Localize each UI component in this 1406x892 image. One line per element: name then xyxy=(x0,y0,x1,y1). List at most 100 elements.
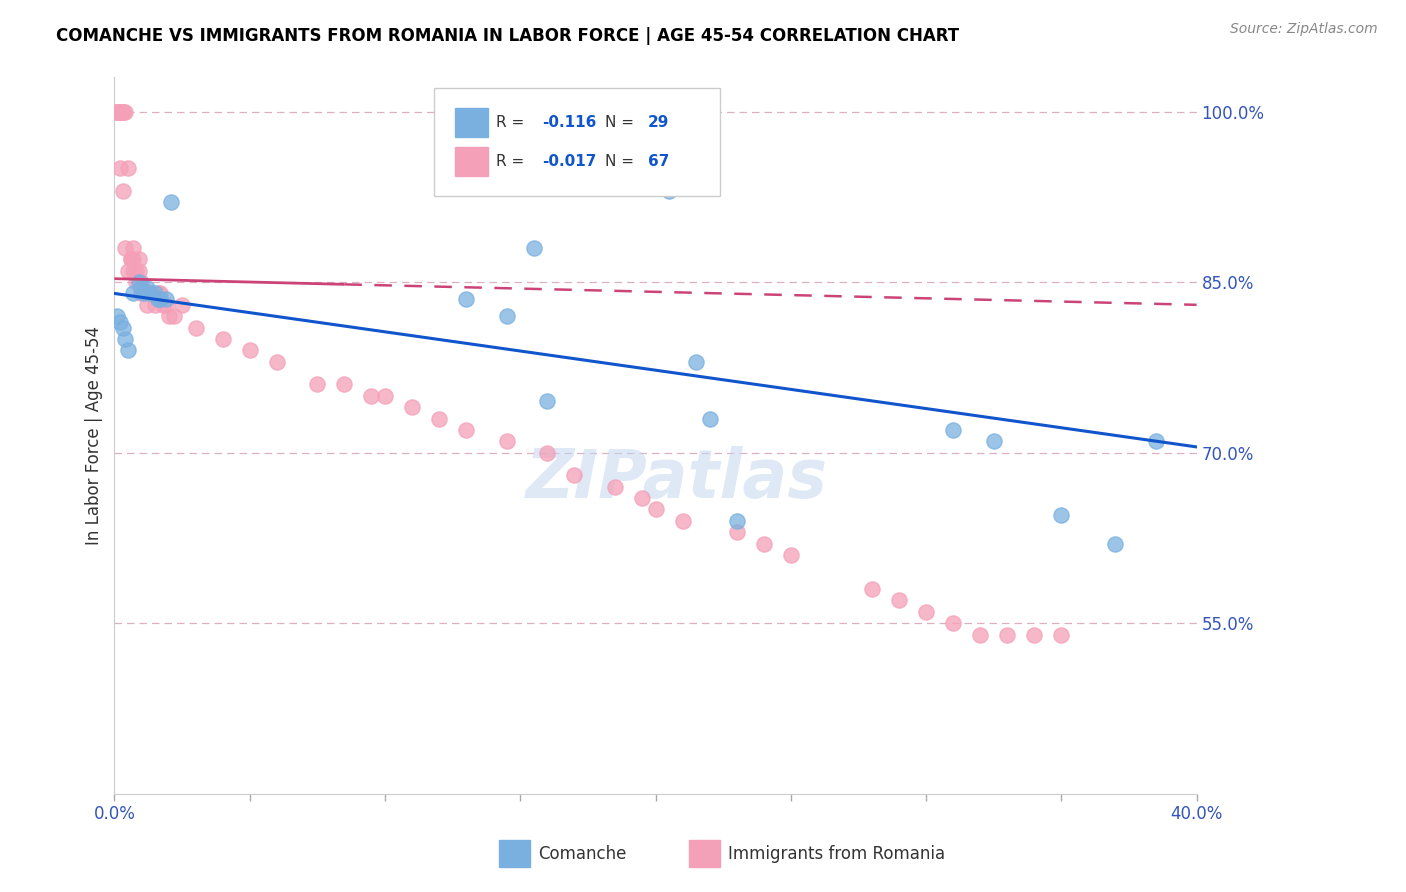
Point xyxy=(114,104,136,119)
Point xyxy=(333,377,356,392)
Point xyxy=(131,286,153,301)
Point xyxy=(779,548,801,562)
Point xyxy=(160,195,183,210)
Point xyxy=(658,184,681,198)
Point xyxy=(111,104,134,119)
Point xyxy=(105,104,128,119)
Point xyxy=(644,502,666,516)
Text: Immigrants from Romania: Immigrants from Romania xyxy=(728,845,945,863)
Point xyxy=(105,309,128,323)
Point xyxy=(111,104,134,119)
Point xyxy=(495,434,517,449)
Point xyxy=(887,593,910,607)
Point xyxy=(146,292,169,306)
Point xyxy=(105,104,128,119)
Point xyxy=(108,104,131,119)
Point xyxy=(983,434,1005,449)
Point xyxy=(122,286,145,301)
Point xyxy=(108,104,131,119)
Point xyxy=(495,309,517,323)
Point xyxy=(125,263,148,277)
Point xyxy=(1104,536,1126,550)
Point xyxy=(942,423,965,437)
Text: -0.017: -0.017 xyxy=(541,153,596,169)
Point xyxy=(562,468,585,483)
Point xyxy=(239,343,262,358)
Point xyxy=(752,536,775,550)
Text: -0.116: -0.116 xyxy=(541,115,596,130)
Point xyxy=(111,320,134,334)
Point xyxy=(135,298,157,312)
Point xyxy=(163,309,186,323)
Point xyxy=(134,286,156,301)
Point xyxy=(374,389,396,403)
Point xyxy=(969,627,991,641)
Point xyxy=(536,445,558,459)
Point xyxy=(138,286,160,301)
Point xyxy=(128,263,150,277)
FancyBboxPatch shape xyxy=(433,88,720,195)
Point xyxy=(456,292,478,306)
Point xyxy=(111,184,134,198)
Y-axis label: In Labor Force | Age 45-54: In Labor Force | Age 45-54 xyxy=(86,326,103,545)
Point xyxy=(915,605,938,619)
Point xyxy=(1050,508,1073,523)
Point xyxy=(184,320,207,334)
Text: Source: ZipAtlas.com: Source: ZipAtlas.com xyxy=(1230,22,1378,37)
Point xyxy=(603,480,626,494)
Point xyxy=(117,343,139,358)
Point xyxy=(120,252,142,267)
Point xyxy=(307,377,329,392)
Point xyxy=(108,104,131,119)
FancyBboxPatch shape xyxy=(456,108,488,136)
Point xyxy=(134,286,156,301)
Point xyxy=(427,411,450,425)
Text: R =: R = xyxy=(496,115,530,130)
Point xyxy=(671,514,693,528)
Point xyxy=(170,298,193,312)
Point xyxy=(1024,627,1046,641)
Text: N =: N = xyxy=(605,153,638,169)
Point xyxy=(138,286,160,301)
Point xyxy=(108,161,131,176)
Point xyxy=(135,281,157,295)
Point xyxy=(149,286,172,301)
Point xyxy=(122,263,145,277)
Point xyxy=(1144,434,1167,449)
Point xyxy=(122,241,145,255)
Point xyxy=(157,309,180,323)
Point xyxy=(131,275,153,289)
Point xyxy=(117,161,139,176)
Point xyxy=(685,354,707,368)
Text: R =: R = xyxy=(496,153,530,169)
Point xyxy=(108,315,131,329)
Point xyxy=(114,332,136,346)
Point xyxy=(155,298,177,312)
Point xyxy=(122,252,145,267)
Point xyxy=(155,292,177,306)
Point xyxy=(725,525,748,540)
Point xyxy=(995,627,1018,641)
Point xyxy=(143,286,166,301)
Point xyxy=(360,389,382,403)
Text: COMANCHE VS IMMIGRANTS FROM ROMANIA IN LABOR FORCE | AGE 45-54 CORRELATION CHART: COMANCHE VS IMMIGRANTS FROM ROMANIA IN L… xyxy=(56,27,959,45)
FancyBboxPatch shape xyxy=(456,147,488,176)
Point xyxy=(146,286,169,301)
Point xyxy=(114,241,136,255)
Point xyxy=(105,104,128,119)
Point xyxy=(266,354,288,368)
Point xyxy=(860,582,883,596)
Point xyxy=(117,263,139,277)
Point xyxy=(141,286,163,301)
Point xyxy=(128,252,150,267)
Point xyxy=(536,394,558,409)
Point xyxy=(152,298,174,312)
Point xyxy=(456,423,478,437)
Point xyxy=(120,252,142,267)
Text: Comanche: Comanche xyxy=(538,845,627,863)
Point xyxy=(131,281,153,295)
Point xyxy=(631,491,654,505)
Text: 67: 67 xyxy=(648,153,669,169)
Text: 29: 29 xyxy=(648,115,669,130)
Point xyxy=(105,104,128,119)
